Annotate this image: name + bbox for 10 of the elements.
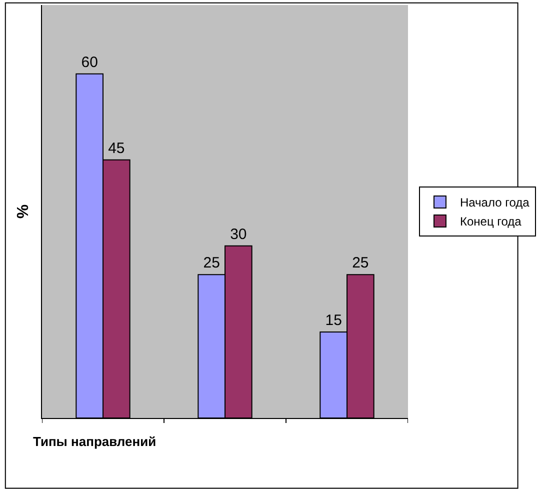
x-axis-title: Типы направлений [33, 434, 156, 449]
data-label: 30 [230, 226, 247, 243]
data-label: 45 [108, 140, 125, 157]
data-label: 25 [352, 254, 369, 272]
data-label: 15 [325, 312, 342, 329]
data-label: 60 [81, 54, 98, 71]
data-label: 25 [203, 254, 220, 272]
legend-label: Конец года [460, 214, 522, 229]
y-axis-title: % [14, 204, 32, 219]
legend-label: Начало года [460, 196, 530, 210]
